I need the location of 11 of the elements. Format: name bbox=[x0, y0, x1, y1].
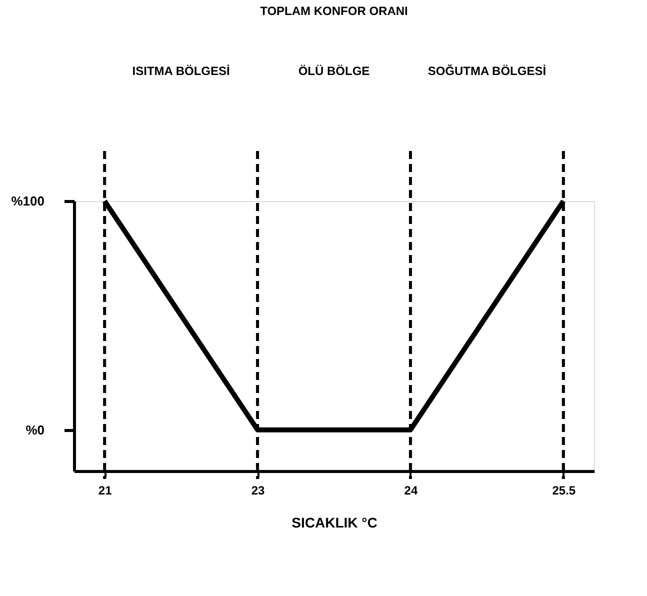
y-tick-label: %0 bbox=[26, 422, 44, 438]
x-tick-label: 23 bbox=[251, 484, 266, 498]
text: ÖLÜ BÖLGE bbox=[298, 64, 370, 78]
text: ISITMA BÖLGESİ bbox=[132, 64, 230, 78]
x-tick-label: 24 bbox=[404, 484, 418, 498]
text: TOPLAM KONFOR ORANI bbox=[260, 4, 408, 18]
y-tick-label: %100 bbox=[11, 194, 44, 208]
x-tick-label: 25.5 bbox=[552, 484, 576, 498]
x-tick-label: 21 bbox=[98, 484, 112, 498]
text: SOĞUTMA BÖLGESİ bbox=[428, 64, 546, 78]
x-axis-title: SICAKLIK °C bbox=[292, 514, 378, 530]
